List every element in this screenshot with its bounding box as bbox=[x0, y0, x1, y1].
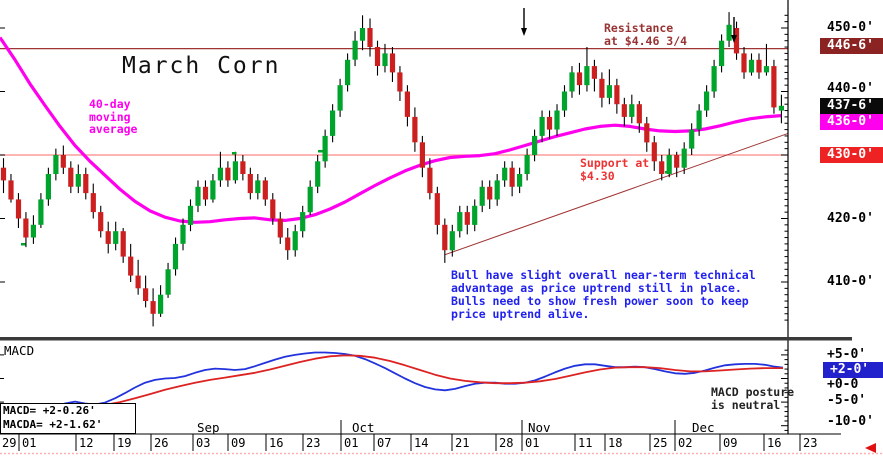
date-tick-label: 18 bbox=[608, 436, 623, 450]
current-value-arrow-icon bbox=[865, 443, 876, 453]
date-tick-label: 09 bbox=[231, 436, 246, 450]
panel-separator bbox=[0, 337, 852, 341]
month-label: Nov bbox=[528, 420, 551, 435]
macd-value: MACD= +2-0.26' bbox=[3, 404, 96, 417]
support-annotation: Support at $4.30 bbox=[580, 156, 650, 183]
macd-panel-label: MACD bbox=[4, 343, 35, 358]
date-axis-frame bbox=[0, 420, 883, 455]
price-tick-label: 420-0' bbox=[827, 211, 874, 226]
date-tick-label: 21 bbox=[455, 436, 470, 450]
candlesticks bbox=[0, 12, 784, 327]
macd-tick-label: +5-0' bbox=[827, 347, 867, 362]
date-tick-label: 14 bbox=[414, 436, 429, 450]
macd-tick-label: -5-0' bbox=[827, 393, 867, 408]
date-tick-label: 25 bbox=[653, 436, 668, 450]
macd-line bbox=[44, 351, 784, 410]
macd-posture-annotation: MACD posture is neutral bbox=[711, 385, 795, 412]
date-tick-label: 07 bbox=[377, 436, 392, 450]
ma40-line bbox=[0, 36, 782, 224]
date-tick-label: 12 bbox=[79, 436, 94, 450]
macd-tick-label: +0-0 bbox=[827, 377, 859, 392]
close-markers bbox=[21, 150, 670, 246]
price-badge: 430-0' bbox=[820, 147, 883, 163]
date-tick-label: 02 bbox=[678, 436, 693, 450]
price-badge: 436-0' bbox=[820, 114, 883, 130]
down-arrow-icon bbox=[731, 17, 737, 43]
date-tick-label: 09 bbox=[723, 436, 738, 450]
date-tick-label: 23 bbox=[306, 436, 321, 450]
price-badge: 446-6' bbox=[820, 38, 883, 54]
macd-value-badge: +2-0' bbox=[823, 362, 883, 378]
date-tick-label: 03 bbox=[196, 436, 211, 450]
date-tick-label: 11 bbox=[578, 436, 593, 450]
axis-ticks bbox=[0, 14, 788, 431]
date-tick-label: 26 bbox=[154, 436, 169, 450]
month-label: Oct bbox=[352, 420, 375, 435]
month-label: Dec bbox=[692, 420, 715, 435]
resistance-annotation: Resistance at $4.46 3/4 bbox=[604, 21, 688, 48]
month-label: Sep bbox=[197, 420, 220, 435]
date-tick-label: 01 bbox=[22, 436, 37, 450]
date-tick-label: 01 bbox=[525, 436, 540, 450]
price-badge: 437-6' bbox=[820, 98, 883, 114]
date-tick-label: 28 bbox=[499, 436, 514, 450]
down-arrow-icon bbox=[521, 8, 527, 36]
uptrend-line bbox=[444, 132, 789, 256]
date-tick-label: 16 bbox=[767, 436, 782, 450]
date-tick-label: 29 bbox=[2, 436, 17, 450]
macda-value: MACDA= +2-1.62' bbox=[3, 418, 103, 431]
date-tick-label: 19 bbox=[117, 436, 132, 450]
price-tick-label: 410-0' bbox=[827, 274, 874, 289]
analyst-commentary: Bull have slight overall near-term techn… bbox=[451, 268, 756, 321]
macd-readout-box: MACD= +2-0.26' MACDA= +2-1.62' bbox=[0, 403, 136, 434]
moving-average-label: 40-day moving average bbox=[89, 97, 138, 136]
macd-tick-label: -10-0' bbox=[827, 414, 874, 429]
chart-title: March Corn bbox=[122, 53, 281, 79]
price-tick-label: 440-0' bbox=[827, 81, 874, 96]
date-tick-label: 16 bbox=[269, 436, 284, 450]
price-tick-label: 450-0' bbox=[827, 20, 874, 35]
macd-signal-line bbox=[74, 354, 783, 410]
date-tick-label: 23 bbox=[803, 436, 818, 450]
date-tick-label: 01 bbox=[344, 436, 359, 450]
